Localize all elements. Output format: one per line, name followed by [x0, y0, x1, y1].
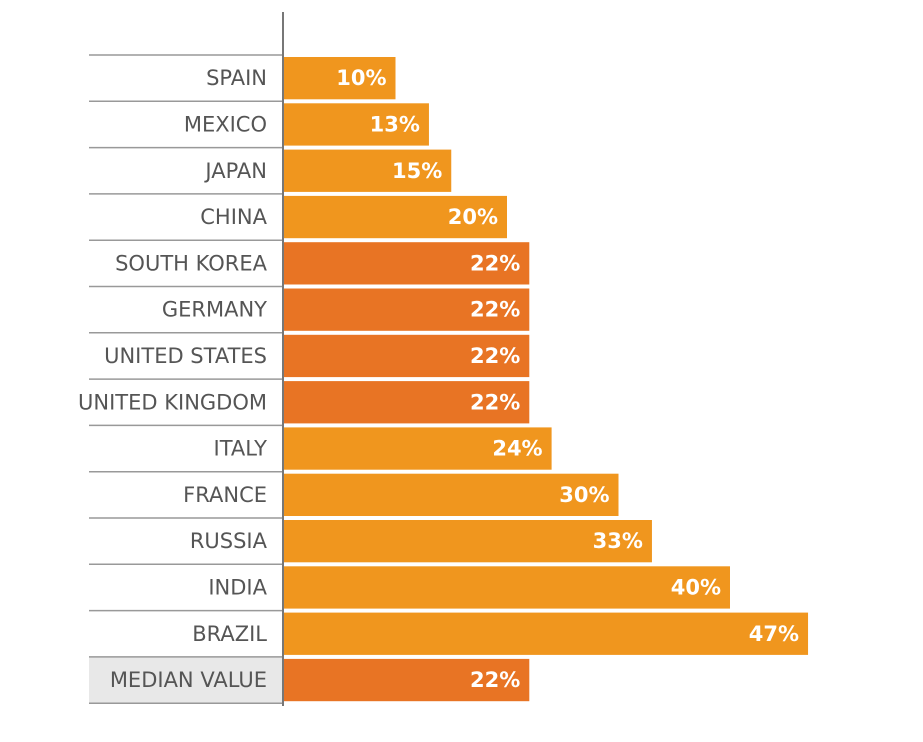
- median-category-label: MEDIAN VALUE: [110, 668, 267, 692]
- category-label: FRANCE: [183, 483, 267, 507]
- value-label: 40%: [671, 575, 721, 599]
- bar-spain: [284, 57, 396, 100]
- bar-italy: [284, 427, 552, 470]
- value-label: 13%: [370, 112, 420, 136]
- bar-mexico: [284, 103, 429, 146]
- value-label: 47%: [749, 622, 799, 646]
- category-label: INDIA: [208, 575, 267, 599]
- median-bar: [284, 658, 530, 702]
- bar-south-korea: [284, 242, 530, 285]
- median-value-label: 22%: [470, 668, 520, 692]
- category-label: BRAZIL: [192, 622, 267, 646]
- category-label: CHINA: [200, 205, 267, 229]
- category-label: UNITED KINGDOM: [78, 390, 267, 414]
- value-label: 22%: [470, 390, 520, 414]
- bar-germany: [284, 288, 530, 331]
- category-label: RUSSIA: [190, 529, 268, 553]
- category-label: SOUTH KOREA: [115, 251, 268, 275]
- category-label: SPAIN: [206, 66, 267, 90]
- value-label: 15%: [392, 159, 442, 183]
- category-label: JAPAN: [203, 159, 267, 183]
- category-label: MEXICO: [184, 112, 267, 136]
- bar-japan: [284, 149, 452, 192]
- bar-india: [284, 566, 730, 609]
- value-label: 30%: [559, 483, 609, 507]
- median-row-background: [89, 656, 283, 704]
- value-label: 22%: [470, 344, 520, 368]
- value-label: 20%: [448, 205, 498, 229]
- bar-united-states: [284, 334, 530, 378]
- value-label: 33%: [593, 529, 643, 553]
- rows-layer: SPAIN 10% MEXICO 13% JAPAN 15% CHINA 20% SOUTH K…: [78, 54, 809, 704]
- value-label: 24%: [492, 437, 542, 461]
- category-label: UNITED STATES: [104, 344, 267, 368]
- bar-france: [284, 473, 619, 516]
- value-label: 22%: [470, 298, 520, 322]
- value-label: 10%: [336, 66, 386, 90]
- bar-russia: [284, 520, 652, 563]
- bar-brazil: [284, 612, 809, 655]
- bar-united-kingdom: [284, 381, 530, 424]
- bar-china: [284, 195, 507, 239]
- value-label: 22%: [470, 251, 520, 275]
- category-label: ITALY: [214, 437, 268, 461]
- category-label: GERMANY: [162, 298, 267, 322]
